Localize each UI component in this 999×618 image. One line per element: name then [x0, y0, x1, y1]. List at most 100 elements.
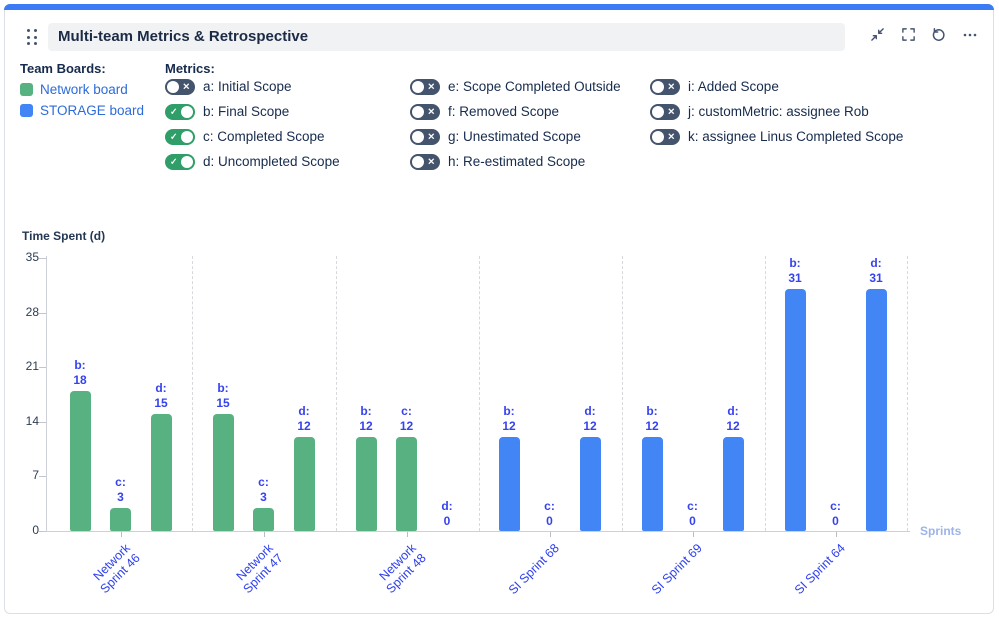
metric-toggle-e[interactable]: ✕	[410, 78, 440, 95]
board-legend-item[interactable]: Network board	[20, 82, 144, 97]
metric-row-g: ✕ g: Unestimated Scope	[410, 124, 621, 149]
y-tick-label: 28	[25, 304, 39, 319]
bar-c-1[interactable]	[110, 507, 131, 531]
bar-d-6[interactable]	[865, 289, 887, 531]
bar-label-metric: d:	[441, 499, 453, 513]
metric-toggle-c[interactable]: ✓	[165, 128, 195, 145]
metric-toggle-a[interactable]: ✕	[165, 78, 195, 95]
metric-label: e: Scope Completed Outside	[448, 79, 621, 94]
metric-row-d: ✓ d: Uncompleted Scope	[165, 149, 340, 174]
bar-label-metric: d:	[584, 404, 596, 419]
bar-value-label: c: 0	[814, 499, 858, 529]
bar-label-metric: b:	[646, 404, 658, 419]
metric-toggle-g[interactable]: ✕	[410, 128, 440, 145]
bar-label-metric: d:	[870, 256, 882, 271]
bar-value-label: d: 12	[568, 404, 612, 434]
toggle-knob	[652, 130, 664, 143]
bar-c-2[interactable]	[253, 507, 274, 531]
bar-label-value: 18	[73, 372, 87, 387]
refresh-icon	[931, 27, 947, 48]
bar-value-label: d: 31	[854, 256, 898, 286]
bar-label-value: 0	[546, 514, 553, 528]
x-axis-label-line: SI Sprint 69	[648, 541, 705, 598]
y-tick-mark	[39, 531, 46, 532]
board-label[interactable]: STORAGE board	[40, 103, 145, 118]
metric-label: f: Removed Scope	[448, 104, 560, 119]
bar-value-label: c: 0	[671, 499, 715, 529]
x-icon: ✕	[667, 81, 675, 91]
x-icon: ✕	[667, 106, 675, 116]
bar-b-2[interactable]	[212, 414, 234, 531]
bar-label-value: 0	[443, 514, 451, 528]
fullscreen-button[interactable]	[897, 25, 919, 49]
grid-line	[335, 256, 337, 531]
bar-label-metric: c:	[544, 499, 555, 513]
metric-label: j: customMetric: assignee Rob	[688, 104, 869, 119]
x-tick-mark	[835, 532, 837, 537]
drag-handle-icon[interactable]	[27, 29, 38, 46]
bar-d-1[interactable]	[150, 414, 172, 531]
metric-row-b: ✓ b: Final Scope	[165, 99, 340, 124]
collapse-icon	[870, 27, 885, 47]
x-icon: ✕	[427, 81, 435, 91]
grid-line	[192, 256, 193, 531]
y-tick-label: 21	[25, 359, 39, 374]
toggle-knob	[412, 80, 424, 93]
collapse-button[interactable]	[866, 25, 888, 49]
bar-d-5[interactable]	[722, 437, 744, 531]
bar-value-label: c: 3	[242, 475, 286, 505]
bar-b-6[interactable]	[784, 289, 806, 531]
bar-b-5[interactable]	[641, 437, 663, 531]
gadget-title-field[interactable]: Multi-team Metrics & Retrospective	[48, 23, 845, 51]
metric-label: k: assignee Linus Completed Scope	[688, 129, 904, 144]
bar-b-1[interactable]	[69, 390, 91, 531]
bar-label-value: 12	[583, 419, 597, 434]
metric-toggle-k[interactable]: ✕	[650, 128, 680, 145]
check-icon: ✓	[170, 156, 178, 166]
metric-toggle-i[interactable]: ✕	[650, 78, 680, 95]
toggle-knob	[652, 105, 664, 118]
metric-row-f: ✕ f: Removed Scope	[410, 99, 621, 124]
bar-c-3[interactable]	[396, 437, 417, 531]
more-button[interactable]	[959, 25, 981, 49]
bar-value-label: d: 15	[139, 381, 183, 411]
grid-line	[764, 256, 766, 531]
bar-d-4[interactable]	[579, 437, 601, 531]
board-color-swatch	[20, 104, 33, 117]
board-legend-item[interactable]: STORAGE board	[20, 103, 144, 118]
bar-label-metric: d:	[298, 404, 310, 419]
bar-label-value: 3	[260, 489, 267, 504]
check-icon: ✓	[170, 106, 178, 116]
bar-label-metric: b:	[217, 381, 229, 395]
fullscreen-icon	[901, 27, 916, 47]
metric-toggle-f[interactable]: ✕	[410, 103, 440, 120]
bar-b-3[interactable]	[355, 437, 377, 531]
metric-label: a: Initial Scope	[203, 79, 292, 94]
x-axis-label: Network Sprint 46	[16, 541, 142, 618]
toggle-knob	[181, 155, 193, 168]
metric-label: i: Added Scope	[688, 79, 779, 94]
bar-label-metric: c:	[115, 474, 126, 489]
metric-toggle-j[interactable]: ✕	[650, 103, 680, 120]
metric-toggle-b[interactable]: ✓	[165, 103, 195, 120]
bar-label-metric: b:	[360, 404, 372, 419]
x-axis-label-line: SI Sprint 64	[791, 541, 848, 598]
board-label[interactable]: Network board	[40, 82, 128, 97]
bar-label-metric: c:	[687, 499, 698, 513]
metric-toggle-h[interactable]: ✕	[410, 153, 440, 170]
bar-b-4[interactable]	[498, 437, 520, 531]
metrics-column: ✕ i: Added Scope ✕ j: customMetric: assigne…	[650, 74, 903, 149]
y-tick-mark	[39, 258, 46, 259]
bar-label-value: 12	[359, 419, 373, 434]
bar-d-2[interactable]	[293, 437, 315, 531]
toggle-knob	[181, 105, 193, 118]
refresh-button[interactable]	[928, 25, 950, 49]
metric-toggle-d[interactable]: ✓	[165, 153, 195, 170]
x-tick-mark	[406, 532, 408, 537]
bar-label-metric: b:	[503, 404, 515, 419]
x-icon: ✕	[427, 131, 435, 141]
x-tick-mark	[263, 532, 265, 537]
bar-value-label: d: 12	[282, 404, 326, 434]
y-tick-mark	[39, 421, 46, 423]
